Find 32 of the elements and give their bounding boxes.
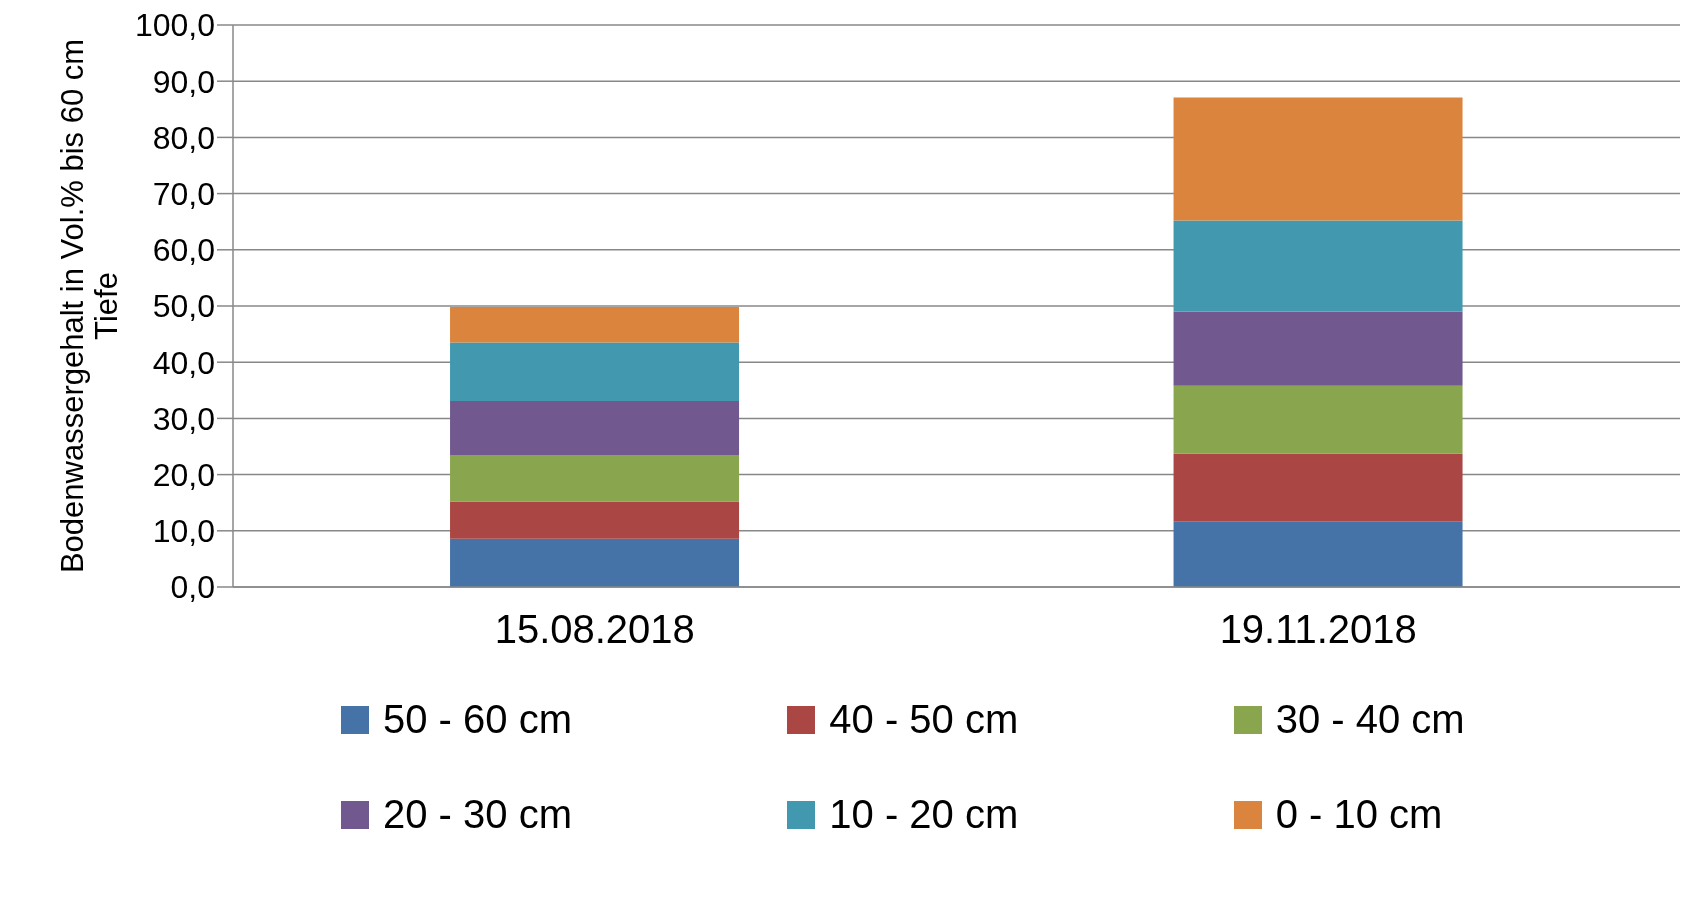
bar <box>450 307 740 343</box>
y-tick-label: 100,0 <box>134 7 215 44</box>
y-tick-label: 50,0 <box>152 288 215 325</box>
y-tick-label: 40,0 <box>152 344 215 381</box>
bar <box>1173 521 1463 587</box>
legend-label: 50 - 60 cm <box>383 697 572 742</box>
bar <box>1173 311 1463 386</box>
bar <box>1173 97 1463 221</box>
bar <box>450 501 740 539</box>
y-tick-label: 70,0 <box>152 175 215 212</box>
legend-label: 40 - 50 cm <box>829 697 1019 742</box>
bar <box>450 454 740 502</box>
legend-label: 30 - 40 cm <box>1275 697 1465 742</box>
y-axis-title: Bodenwassergehalt in Vol.% bis 60 cm Tiefe <box>55 38 124 574</box>
legend-label: 20 - 30 cm <box>383 792 572 837</box>
bar <box>1173 453 1463 522</box>
y-tick-label: 60,0 <box>152 232 215 269</box>
y-tick-label: 30,0 <box>152 400 215 437</box>
x-tick-label: 15.08.2018 <box>494 607 695 652</box>
legend-label: 10 - 20 cm <box>829 792 1019 837</box>
bar <box>1173 385 1463 454</box>
y-tick-label: 0,0 <box>170 569 215 606</box>
y-tick-label: 20,0 <box>152 456 215 493</box>
bar <box>450 400 740 455</box>
bar <box>450 538 740 587</box>
y-tick-label: 80,0 <box>152 119 215 156</box>
y-tick-label: 90,0 <box>152 63 215 100</box>
y-tick-label: 10,0 <box>152 513 215 550</box>
legend-label: 0 - 10 cm <box>1275 792 1443 837</box>
bar <box>1173 220 1463 312</box>
bar <box>450 342 740 401</box>
x-tick-label: 19.11.2018 <box>1219 607 1417 652</box>
